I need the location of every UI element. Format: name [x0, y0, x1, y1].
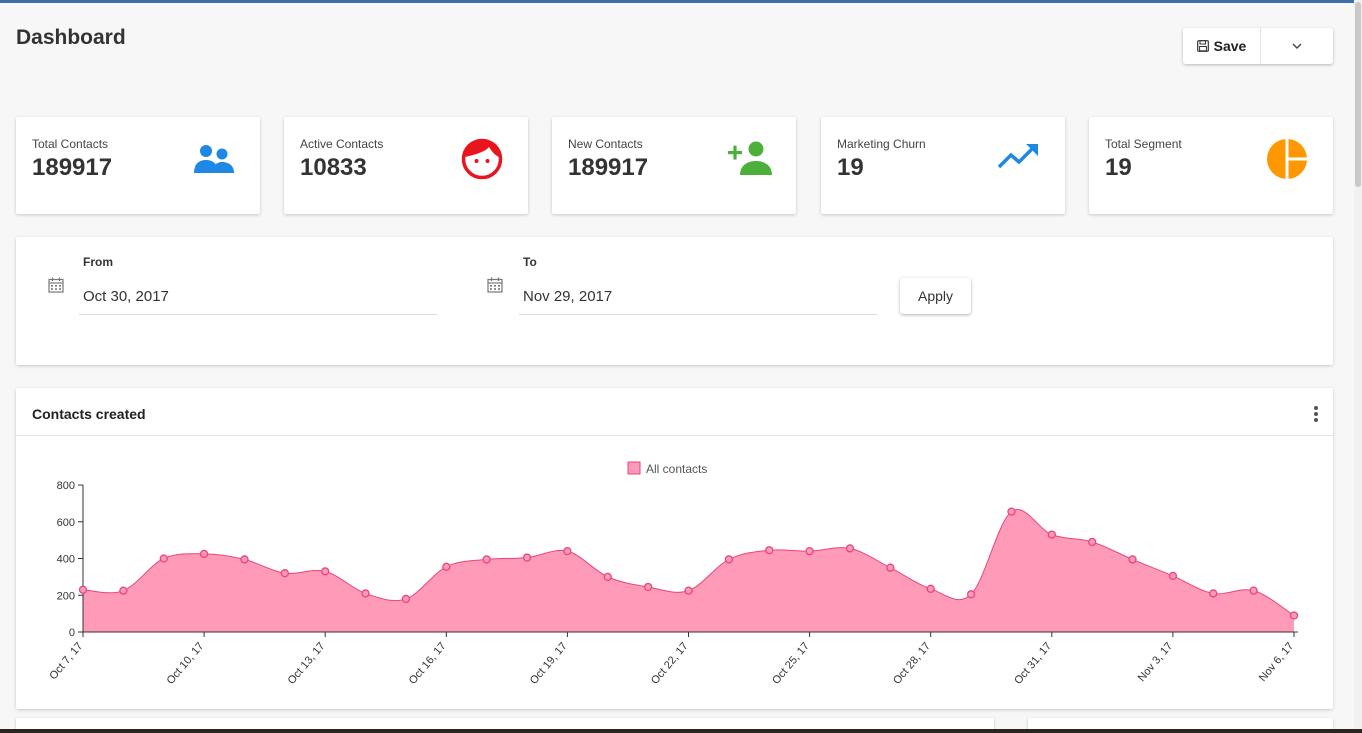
data-point — [643, 582, 653, 592]
floppy-disk-icon — [1196, 40, 1209, 52]
chevron-down-icon — [1292, 43, 1302, 49]
stat-card-total-segment: Total Segment 19 — [1089, 117, 1333, 214]
top-accent-line — [0, 0, 1362, 3]
data-point — [1168, 571, 1178, 581]
face-icon — [461, 138, 503, 180]
chart-header: Contacts created — [16, 388, 1333, 436]
x-tick-label: Oct 31, 17 — [1012, 640, 1054, 687]
data-point — [240, 555, 249, 564]
chart-title: Contacts created — [32, 406, 146, 422]
to-date-input[interactable] — [519, 279, 877, 315]
x-tick-label: Nov 6, 17 — [1257, 640, 1296, 684]
calendar-icon — [48, 277, 64, 293]
taskbar-strip — [0, 729, 1362, 733]
data-point — [1047, 530, 1056, 539]
data-point — [724, 555, 734, 564]
stat-label: New Contacts — [568, 137, 643, 151]
data-point — [78, 585, 88, 594]
data-point — [280, 569, 289, 578]
x-tick-label: Oct 22, 17 — [649, 640, 691, 687]
data-point — [199, 549, 209, 559]
x-tick-label: Nov 3, 17 — [1136, 640, 1175, 684]
x-tick-label: Oct 25, 17 — [770, 640, 812, 687]
data-point — [966, 590, 976, 599]
to-label: To — [523, 255, 537, 269]
apply-button[interactable]: Apply — [900, 278, 971, 314]
data-point — [401, 594, 411, 604]
from-label: From — [83, 255, 113, 269]
stat-card-active-contacts: Active Contacts 10833 — [284, 117, 528, 214]
stat-value: 19 — [1105, 154, 1132, 181]
data-point — [119, 586, 128, 595]
y-tick-label: 600 — [57, 517, 75, 529]
data-point — [805, 546, 814, 556]
data-point — [482, 555, 491, 564]
data-point — [1249, 586, 1258, 595]
stat-label: Total Contacts — [32, 137, 109, 151]
contacts-icon — [194, 145, 234, 173]
data-point — [563, 546, 572, 556]
stat-label: Active Contacts — [300, 137, 384, 151]
x-tick-label: Oct 13, 17 — [286, 640, 328, 687]
area-fill — [83, 509, 1294, 632]
save-button-group: Save — [1183, 28, 1333, 64]
pie-chart-icon — [1267, 139, 1307, 179]
data-point — [1289, 611, 1299, 620]
data-point — [886, 563, 895, 572]
stat-value: 19 — [837, 154, 864, 181]
data-point — [684, 586, 693, 595]
save-button-label: Save — [1213, 38, 1247, 54]
y-tick-label: 800 — [57, 480, 75, 492]
contacts-created-panel: Contacts created All contacts 0 200 400 600… — [16, 388, 1333, 709]
x-tick-label: Oct 10, 17 — [165, 640, 207, 687]
legend-label[interactable]: All contacts — [646, 462, 707, 476]
stat-label: Total Segment — [1105, 137, 1182, 151]
data-point — [765, 546, 774, 555]
stat-card-new-contacts: New Contacts 189917 — [552, 117, 796, 214]
stat-label: Marketing Churn — [837, 137, 926, 151]
data-point — [845, 544, 855, 553]
data-point — [1007, 507, 1016, 516]
contacts-area-chart: All contacts 0 200 400 600 800 Oct 7, 17 Oct 1… — [47, 461, 1299, 687]
page-title: Dashboard — [16, 26, 126, 49]
data-point — [1088, 537, 1097, 547]
data-point — [926, 584, 935, 593]
data-point — [159, 554, 168, 563]
date-range-panel: From To Apply — [16, 237, 1333, 365]
more-options-icon[interactable] — [1311, 404, 1321, 424]
data-point — [1209, 589, 1218, 598]
trending-up-icon — [997, 144, 1038, 169]
data-point — [321, 567, 330, 576]
add-person-icon — [728, 141, 772, 175]
x-tick-label: Oct 28, 17 — [891, 640, 933, 687]
stat-value: 189917 — [32, 154, 113, 181]
stat-card-total-contacts: Total Contacts 189917 — [16, 117, 260, 214]
scrollbar-thumb[interactable] — [1355, 2, 1361, 187]
x-tick-label: Oct 19, 17 — [528, 640, 570, 687]
x-tick-label: Oct 7, 17 — [47, 640, 85, 682]
data-point — [1128, 555, 1137, 564]
stat-value: 189917 — [568, 154, 649, 181]
data-point — [603, 572, 612, 582]
y-tick-label: 0 — [69, 627, 75, 639]
legend-swatch — [627, 461, 641, 475]
stat-value: 10833 — [300, 154, 367, 181]
data-point — [442, 562, 451, 571]
y-tick-label: 400 — [57, 554, 75, 566]
page-scrollbar[interactable] — [1354, 0, 1362, 733]
save-options-dropdown[interactable] — [1261, 28, 1333, 64]
data-point — [522, 553, 532, 562]
save-button[interactable]: Save — [1183, 28, 1261, 64]
y-tick-label: 200 — [57, 590, 75, 602]
from-date-input[interactable] — [79, 279, 437, 315]
stat-card-marketing-churn: Marketing Churn 19 — [821, 117, 1065, 214]
x-tick-label: Oct 16, 17 — [407, 640, 449, 687]
data-point — [361, 589, 370, 598]
calendar-icon — [487, 277, 503, 293]
